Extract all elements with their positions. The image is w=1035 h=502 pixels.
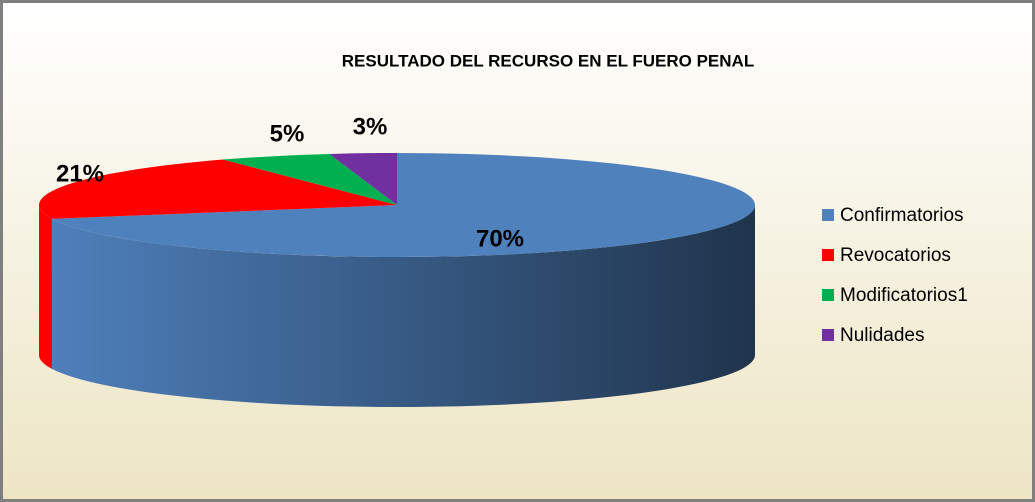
legend-swatch [822, 249, 834, 261]
slice-side [39, 205, 52, 369]
slice-side [51, 205, 755, 407]
legend-swatch [822, 209, 834, 221]
legend-label: Nulidades [840, 325, 925, 346]
slice [222, 153, 397, 205]
slice [329, 153, 397, 205]
legend-label: Confirmatorios [840, 205, 964, 226]
legend-swatch [822, 289, 834, 301]
data-label: 70% [476, 225, 524, 252]
data-label: 5% [270, 120, 305, 147]
data-label: 3% [353, 113, 388, 140]
slice [38, 159, 397, 219]
data-label: 21% [56, 160, 104, 187]
legend-swatch [822, 329, 834, 341]
legend-label: Modificatorios1 [840, 285, 968, 306]
slice [51, 153, 755, 257]
legend-label: Revocatorios [840, 245, 951, 266]
chart-title: RESULTADO DEL RECURSO EN EL FUERO PENAL [342, 51, 754, 70]
